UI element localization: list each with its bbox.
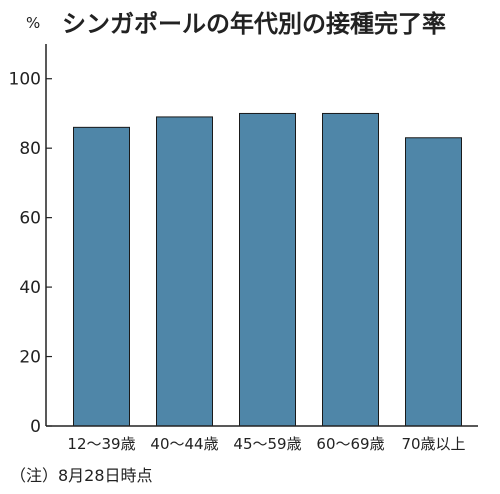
bar-1 xyxy=(73,126,130,427)
bar-4 xyxy=(322,112,379,427)
axes-group xyxy=(45,44,478,427)
bar-2 xyxy=(156,116,213,427)
y-tick-label: 60 xyxy=(19,209,41,229)
bar-5 xyxy=(405,137,462,427)
bars-group xyxy=(73,112,462,427)
y-tick-label: 0 xyxy=(30,417,41,437)
y-tick-label: 20 xyxy=(19,348,41,368)
x-labels-group: 12～39歳 40～44歳 45～59歳 60～69歳 70歳以上 xyxy=(67,435,465,453)
y-tick-label: 100 xyxy=(9,70,41,90)
y-tick-label: 40 xyxy=(19,278,41,298)
x-tick-label: 70歳以上 xyxy=(401,435,465,453)
x-tick-label: 45～59歳 xyxy=(233,435,301,453)
y-axis-unit-label: % xyxy=(26,14,41,32)
bar-3 xyxy=(239,112,296,427)
chart-title: シンガポールの年代別の接種完了率 xyxy=(62,10,446,38)
x-tick-label: 12～39歳 xyxy=(67,435,135,453)
x-tick-label: 40～44歳 xyxy=(150,435,218,453)
y-ticks-group: 0 20 40 60 80 100 xyxy=(9,70,52,437)
x-tick-label: 60～69歳 xyxy=(316,435,384,453)
y-tick-label: 80 xyxy=(19,139,41,159)
footnote: （注）8月28日時点 xyxy=(10,466,153,485)
